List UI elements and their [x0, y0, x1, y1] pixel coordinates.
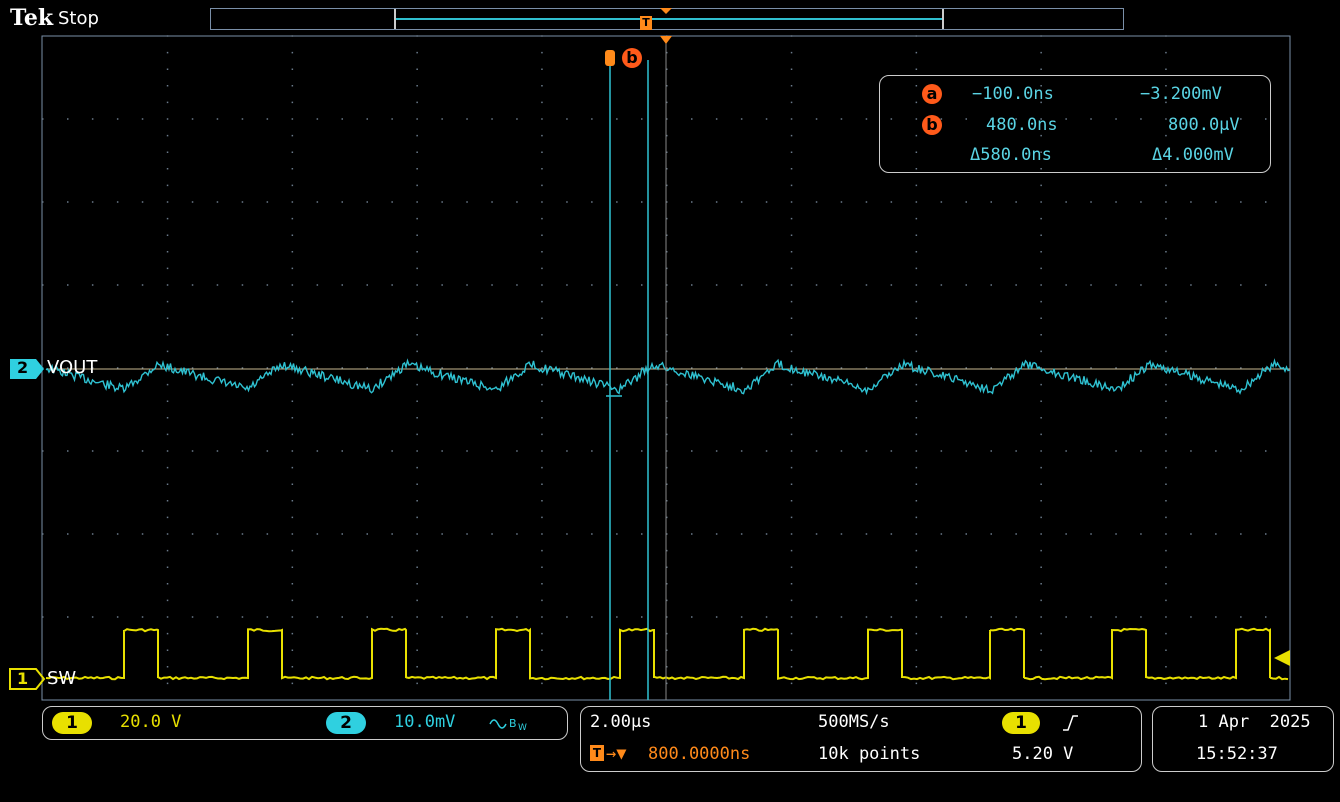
acquisition-state[interactable]: Stop [58, 8, 99, 29]
svg-text:B: B [509, 717, 517, 730]
cursor-b-value: 800.0µV [1168, 115, 1240, 135]
cursor-a-badge: a [922, 84, 942, 104]
cursor-readout-panel[interactable] [879, 75, 1271, 173]
cursor-a-value: −3.200mV [1140, 84, 1222, 104]
date: 1 Apr 2025 [1198, 712, 1311, 732]
ch1-label: SW [47, 668, 77, 689]
cursor-delta-value: Δ4.000mV [1152, 145, 1234, 165]
horizontal-trigger-panel[interactable] [580, 706, 1142, 772]
trigger-position-icon: T [590, 745, 604, 761]
ch2-scale[interactable]: 10.0mV [394, 712, 456, 732]
rising-edge-icon [1063, 715, 1078, 731]
ch1-badge[interactable]: 1 [52, 712, 92, 734]
ch2-waveform [45, 358, 1290, 396]
trigger-source-badge[interactable]: 1 [1002, 712, 1040, 734]
ch2-ground-marker[interactable] [10, 359, 44, 379]
cursor-a-marker[interactable] [605, 50, 615, 66]
ch1-scale[interactable]: 20.0 V [120, 712, 182, 732]
trigger-indicator-top [660, 8, 672, 14]
trigger-position-marker[interactable] [660, 36, 672, 44]
graticule-grid [42, 35, 1267, 685]
svg-text:W: W [518, 723, 527, 732]
trigger-arrow-icon: →▼ [606, 744, 627, 764]
cursor-delta-time: Δ580.0ns [970, 145, 1052, 165]
bandwidth-limit-icon: B W [489, 717, 527, 732]
ch1-ground-marker[interactable] [9, 668, 46, 690]
record-length[interactable]: 10k points [818, 744, 921, 764]
datetime-panel [1152, 706, 1334, 772]
sample-rate: 500MS/s [818, 712, 890, 732]
brand-logo: Tek [10, 5, 54, 31]
cursor-b-badge: b [922, 115, 942, 135]
cursor-a-time: −100.0ns [972, 84, 1054, 104]
channel-settings-panel[interactable] [42, 706, 568, 740]
time: 15:52:37 [1196, 744, 1278, 764]
cursor-b-marker[interactable]: b [622, 48, 642, 68]
horizontal-scale[interactable]: 2.00µs [590, 712, 652, 732]
ch2-badge[interactable]: 2 [326, 712, 366, 734]
cursor-b-time: 480.0ns [986, 115, 1058, 135]
record-view-window-line [396, 18, 942, 20]
record-view-window[interactable] [394, 9, 944, 29]
ch1-waveform [45, 627, 1289, 681]
trigger-position[interactable]: 800.0000ns [648, 744, 751, 764]
trigger-level[interactable]: 5.20 V [1012, 744, 1074, 764]
ch1-marker-number: 1 [17, 669, 29, 688]
ch2-marker-number: 2 [17, 358, 29, 377]
trigger-marker-top: T [640, 16, 652, 30]
trigger-level-marker[interactable] [1274, 650, 1290, 666]
ch2-label: VOUT [47, 357, 98, 378]
